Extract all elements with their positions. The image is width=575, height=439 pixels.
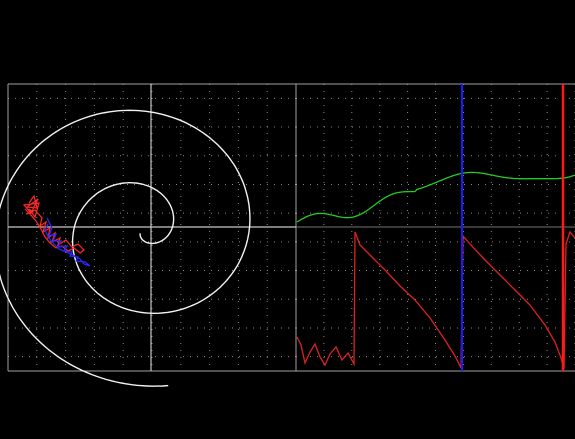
blue-phase-trail: [44, 217, 91, 267]
red-signal-trace: [296, 230, 575, 370]
time-traces-grid: [296, 84, 575, 371]
green-signal-trace: [296, 171, 575, 223]
phase-spiral-trace: [0, 109, 251, 387]
